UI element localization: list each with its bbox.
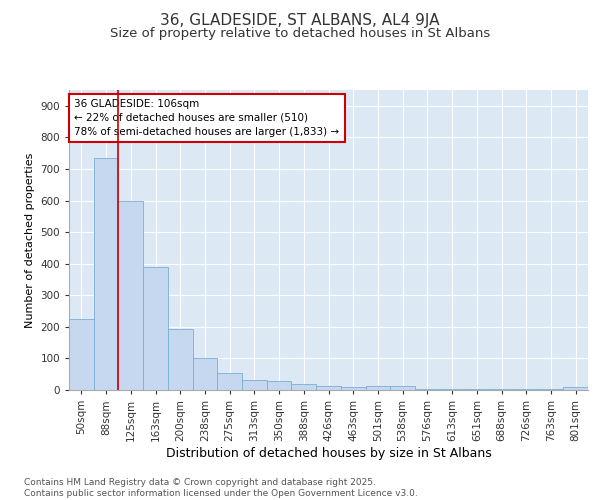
X-axis label: Distribution of detached houses by size in St Albans: Distribution of detached houses by size …	[166, 446, 491, 460]
Bar	[118, 200, 143, 390]
Bar	[341, 388, 365, 390]
Bar	[464, 389, 489, 390]
Y-axis label: Number of detached properties: Number of detached properties	[25, 152, 35, 328]
Bar	[365, 386, 390, 390]
Bar	[514, 389, 539, 390]
Bar	[316, 386, 341, 390]
Bar	[143, 267, 168, 390]
Bar	[292, 384, 316, 390]
Bar	[94, 158, 118, 390]
Text: Size of property relative to detached houses in St Albans: Size of property relative to detached ho…	[110, 28, 490, 40]
Bar	[539, 389, 563, 390]
Text: 36, GLADESIDE, ST ALBANS, AL4 9JA: 36, GLADESIDE, ST ALBANS, AL4 9JA	[160, 12, 440, 28]
Text: 36 GLADESIDE: 106sqm
← 22% of detached houses are smaller (510)
78% of semi-deta: 36 GLADESIDE: 106sqm ← 22% of detached h…	[74, 99, 340, 137]
Bar	[69, 319, 94, 390]
Bar	[193, 358, 217, 390]
Bar	[390, 386, 415, 390]
Bar	[168, 329, 193, 390]
Bar	[563, 388, 588, 390]
Text: Contains HM Land Registry data © Crown copyright and database right 2025.
Contai: Contains HM Land Registry data © Crown c…	[24, 478, 418, 498]
Bar	[217, 372, 242, 390]
Bar	[242, 380, 267, 390]
Bar	[267, 381, 292, 390]
Bar	[440, 389, 464, 390]
Bar	[489, 389, 514, 390]
Bar	[415, 389, 440, 390]
